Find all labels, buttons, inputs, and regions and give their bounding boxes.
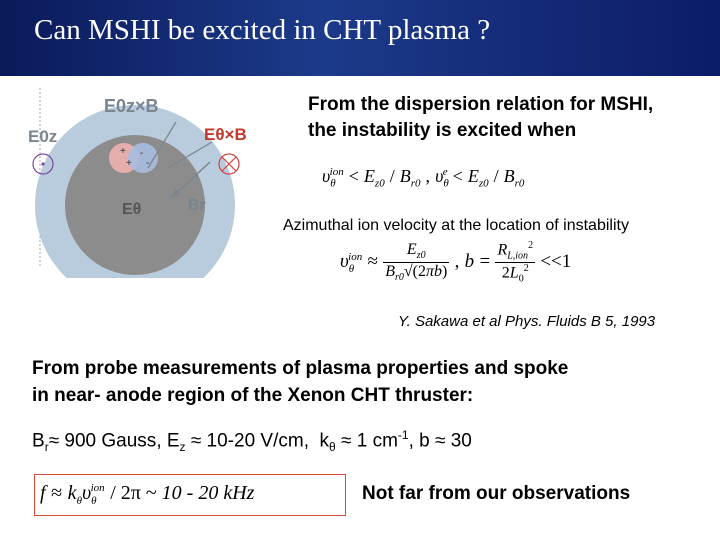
e0z-b-arrow — [147, 121, 177, 169]
probe-line-2: in near- anode region of the Xenon CHT t… — [32, 385, 474, 406]
dispersion-line-1: From the dispersion relation for MSHI, — [308, 94, 654, 115]
azimuthal-note: Azimuthal ion velocity at the location o… — [283, 217, 629, 234]
plus-sign: + — [126, 158, 132, 169]
plasma-cross-section-diagram: + + - - E0z×B E0z Eθ×B Eθ Br — [28, 88, 247, 278]
etheta-cross-b-label: Eθ×B — [204, 125, 247, 144]
dispersion-line-2: the instability is excited when — [308, 120, 577, 141]
frequency-estimate-box — [34, 474, 346, 516]
negative-charge-blob — [128, 143, 158, 173]
k-exponent: -1 — [397, 428, 409, 442]
etheta-label: Eθ — [122, 201, 141, 218]
conclusion: Not far from our observations — [362, 483, 631, 504]
out-of-page-marker — [32, 153, 54, 175]
etheta-b-arrow — [167, 141, 213, 169]
into-page-marker — [218, 153, 240, 175]
out-of-page-dot — [41, 162, 45, 166]
frequency-range: 10 - 20 kHz — [161, 482, 255, 504]
frequency-estimate-equation: f ≈ kθυθion / 2π ~ 10 - 20 kHz — [40, 482, 255, 507]
br-label: Br — [188, 197, 206, 214]
measurements-line: Br≈ 900 Gauss, Ez ≈ 10-20 V/cm, kθ ≈ 1 c… — [32, 428, 472, 455]
e0z-label: E0z — [28, 127, 57, 146]
title-bar: Can MSHI be excited in CHT plasma ? — [0, 0, 720, 76]
b-value: 30 — [450, 430, 472, 452]
br-value: 900 Gauss — [64, 430, 157, 452]
minus-sign: - — [146, 158, 149, 169]
br-arrowhead — [171, 188, 180, 198]
e0z-cross-b-label: E0z×B — [104, 96, 159, 116]
cross-line — [221, 156, 237, 172]
instability-condition-equation: υθion < Ez0 / Br0 , υθe < Ez0 / Br0 — [322, 166, 525, 190]
probe-line-1: From probe measurements of plasma proper… — [32, 358, 569, 379]
ez-value: 10-20 V/cm — [206, 430, 304, 452]
citation: Y. Sakawa et al Phys. Fluids B 5, 1993 — [398, 313, 656, 330]
minus-sign: - — [140, 148, 143, 159]
slide-title: Can MSHI be excited in CHT plasma ? — [34, 14, 491, 46]
inner-core — [65, 135, 205, 275]
azimuthal-velocity-equation: υθion ≈ Ez0 Br0√(2πb) , b = RL,ion2 2L02 <… — [340, 240, 572, 285]
plus-sign: + — [120, 146, 126, 157]
k-value: 1 cm — [356, 430, 398, 452]
